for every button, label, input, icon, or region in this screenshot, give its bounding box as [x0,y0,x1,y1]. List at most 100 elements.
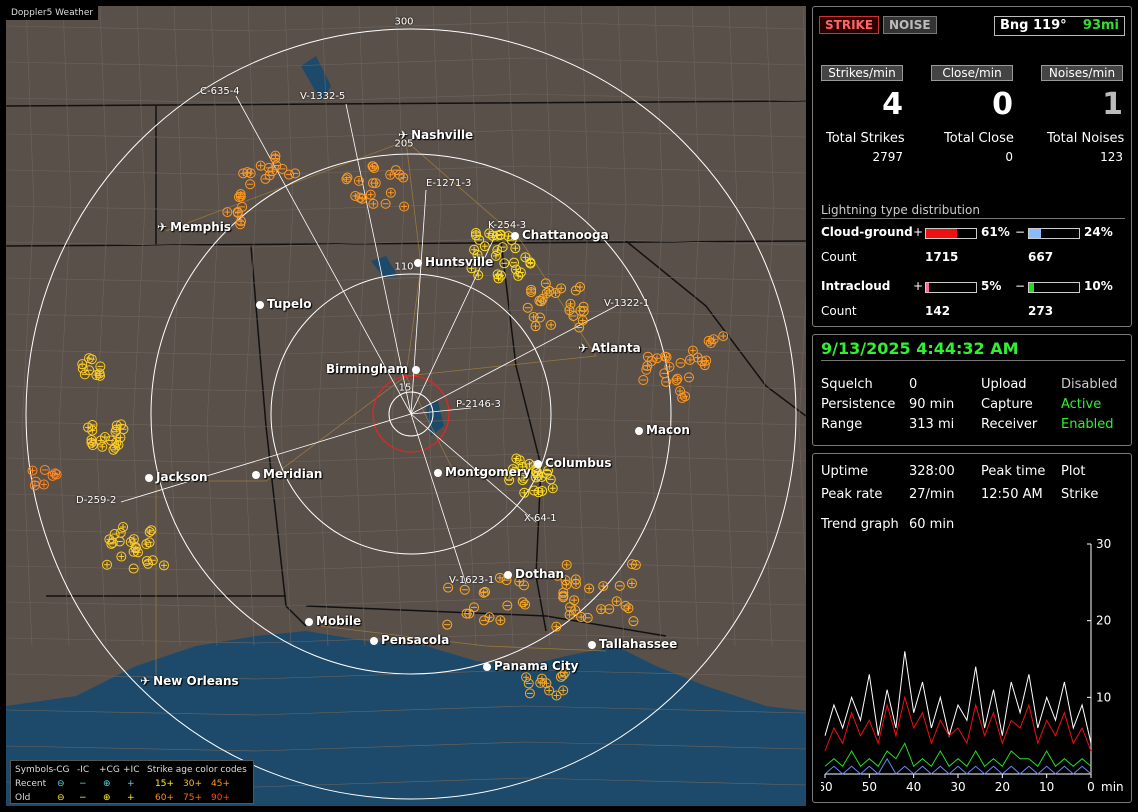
strike-mark [380,198,391,209]
strike-mark [350,190,361,201]
city-tupelo: Tupelo [256,297,312,311]
lake-2 [371,256,398,278]
strike-mark [543,465,554,476]
strike-mark [222,207,233,218]
strike-mark [557,670,568,681]
strike-mark [468,602,479,613]
plot-value[interactable]: Strike [1061,487,1099,502]
strike-mark [511,453,522,464]
total-close-value: 0 [1005,150,1013,164]
capture-value: Active [1061,397,1102,412]
strike-mark [718,331,729,342]
lightning-map[interactable]: Doppler5 Weather [6,6,806,806]
strike-mark [115,527,126,538]
receiver-value: Enabled [1061,417,1114,432]
strikes-per-min-button[interactable]: Strikes/min [821,65,903,81]
plus-ic-icon: + [127,779,135,789]
city-dot-icon [434,468,442,477]
strike-mark [365,189,376,200]
noise-indicator[interactable]: NOISE [883,16,937,34]
strike-mark [284,169,295,180]
trend-graph-label: Trend graph [821,517,899,532]
strike-mark [77,363,88,374]
upload-label: Upload [981,377,1027,392]
strike-mark [544,685,555,696]
strike-mark [143,558,154,569]
city-memphis: ✈ Memphis [157,220,232,234]
trend-series-0 [824,651,1092,744]
strike-mark [107,537,118,548]
strike-mark [369,163,380,174]
airport-icon: ✈ [578,341,589,355]
strike-mark [675,357,686,368]
strike-mark [575,282,586,293]
cluster-label[interactable]: C-635-4 [200,86,240,97]
strike-mark [552,570,563,581]
close-per-min-button[interactable]: Close/min [931,65,1013,81]
y-tick-label: 20 [1096,614,1111,628]
peak-rate-value: 27/min [909,487,955,502]
strike-mark [128,534,139,545]
strikes-per-min-value: 4 [882,87,903,122]
strike-mark [537,293,548,304]
strike-mark [255,160,266,171]
strike-mark [385,187,396,198]
strike-mark [630,559,641,570]
minus-sign: − [1015,225,1026,239]
strike-mark [638,375,649,386]
trend-graph-value[interactable]: 60 min [909,517,955,532]
range-rings [25,28,797,800]
strike-mark [507,464,518,475]
trend-series-2 [824,742,1092,768]
strike-mark [529,485,540,496]
cg-positive-fill [926,229,957,238]
strike-mark [342,172,353,183]
strike-mark [626,578,637,589]
cluster-label[interactable]: V-1322-1 [604,298,650,309]
strike-mark [443,582,454,593]
city-panama-city: Panama City [483,659,578,673]
cluster-label[interactable]: D-259-2 [76,495,117,506]
cg-count-label: Count [821,250,857,264]
strike-mark [341,174,352,185]
strike-mark [596,604,607,615]
city-dot-icon [635,426,643,435]
peak-rate-label: Peak rate [821,487,883,502]
plus-sign: + [913,225,924,239]
strike-indicator[interactable]: STRIKE [819,16,880,34]
squelch-label: Squelch [821,377,873,392]
city-dot-icon [256,300,264,309]
strike-mark [480,586,491,597]
upload-value: Disabled [1061,377,1118,392]
strike-mark [568,310,579,321]
total-noises-value: 123 [1100,150,1123,164]
cluster-label[interactable]: X-64-1 [524,513,557,524]
strike-mark [399,201,410,212]
squelch-value: 0 [909,377,918,392]
noises-per-min-button[interactable]: Noises/min [1041,65,1123,81]
strike-mark [130,543,141,554]
strike-mark [517,475,528,486]
total-noises-label: Total Noises [1047,131,1125,146]
strike-mark [558,685,569,696]
cluster-label[interactable]: P-2146-3 [456,399,501,410]
cg-negative-fill [1029,229,1041,238]
strike-mark [102,559,113,570]
cluster-label[interactable]: E-1271-3 [426,178,472,189]
city-dot-icon [145,473,153,482]
minus-cg-circle-icon: ⊖ [57,779,65,789]
strike-mark [511,264,522,275]
plot-label: Plot [1061,464,1086,479]
cluster-label[interactable]: K-254-3 [488,220,527,231]
strike-mark [620,600,631,611]
cluster-label[interactable]: V-1623-1 [449,575,495,586]
cluster-label[interactable]: V-1332-5 [300,91,346,102]
strike-mark [116,551,127,562]
strike-mark [459,584,470,595]
strike-mark [385,169,396,180]
strike-mark [534,295,545,306]
strike-mark [442,619,453,630]
strike-mark [479,241,490,252]
cg-negative-pct: 24% [1084,225,1113,239]
symbol-legend: Symbols -CG -IC +CG +IC Strike age color… [10,760,254,804]
